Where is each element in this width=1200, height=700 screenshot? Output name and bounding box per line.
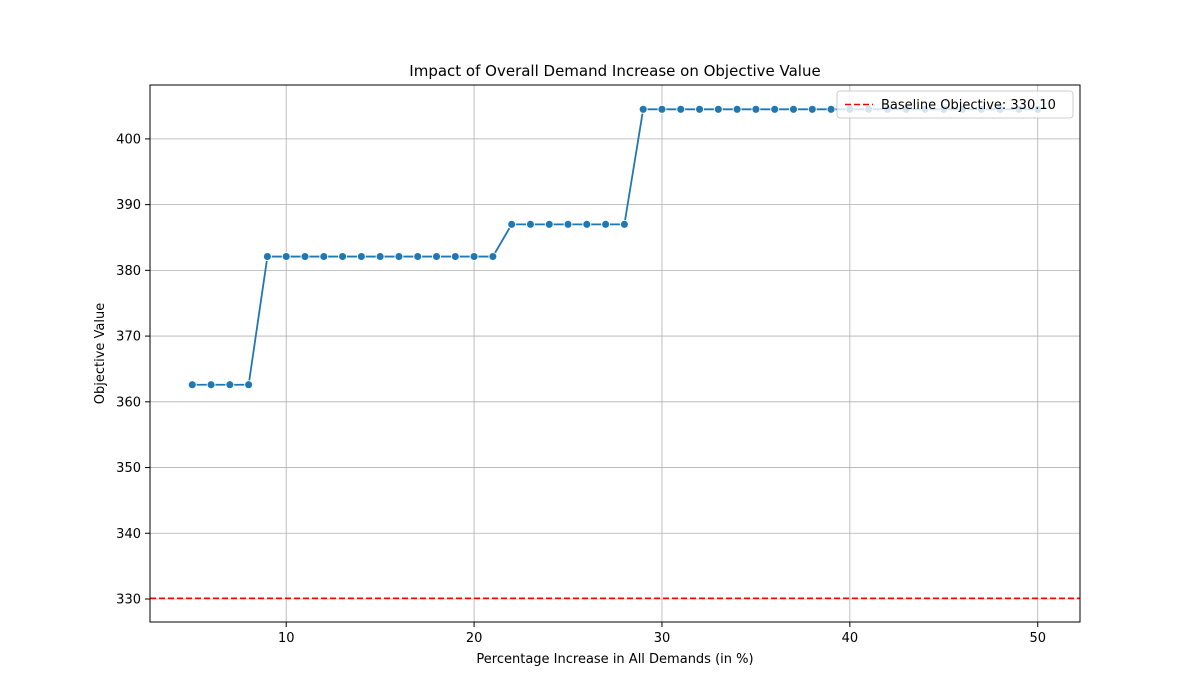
grid-lines: [150, 85, 1080, 622]
data-point: [770, 104, 780, 114]
legend: Baseline Objective: 330.10: [836, 90, 1074, 119]
chart-title: Impact of Overall Demand Increase on Obj…: [409, 62, 820, 80]
data-point: [526, 219, 535, 229]
y-tick-label: 400: [116, 132, 141, 147]
x-tick-label: 10: [278, 631, 295, 646]
data-point: [582, 219, 592, 229]
x-tick-label: 40: [842, 631, 859, 646]
data-point: [563, 219, 573, 229]
y-tick-label: 370: [116, 330, 141, 345]
data-point: [619, 219, 629, 229]
data-point: [394, 252, 404, 262]
data-point: [751, 104, 761, 114]
y-tick-label: 380: [116, 264, 141, 279]
data-point: [319, 252, 329, 262]
data-point: [187, 380, 197, 390]
data-point: [488, 252, 498, 262]
y-tick-label: 340: [116, 527, 141, 542]
data-point: [206, 380, 216, 390]
data-point: [300, 252, 310, 262]
data-point: [657, 104, 667, 114]
data-point: [338, 252, 348, 262]
data-point: [638, 104, 648, 114]
data-point: [807, 104, 817, 114]
y-tick-label: 330: [116, 592, 141, 607]
axis-ticks: 10 20 30 40 50 330 340 350 360 370 380 390 400: [116, 132, 1046, 646]
data-point: [789, 104, 798, 114]
legend-box: [836, 90, 1074, 119]
data-point: [375, 252, 385, 262]
data-point: [826, 104, 836, 114]
x-tick-label: 20: [466, 631, 483, 646]
data-point: [469, 252, 479, 262]
x-tick-label: 50: [1029, 631, 1046, 646]
y-axis-label: Objective Value: [93, 303, 108, 404]
data-point: [450, 252, 460, 262]
data-point: [244, 380, 254, 390]
data-point: [262, 252, 272, 262]
data-point: [713, 104, 723, 114]
data-point: [225, 380, 235, 390]
data-point: [432, 252, 441, 262]
x-axis-label: Percentage Increase in All Demands (in %…: [476, 652, 753, 667]
y-tick-label: 390: [116, 198, 141, 213]
plot-frame: [149, 84, 1081, 623]
data-point: [413, 252, 423, 262]
data-point: [356, 252, 366, 262]
y-tick-label: 360: [116, 395, 141, 410]
legend-label: Baseline Objective: 330.10: [881, 98, 1056, 113]
y-tick-label: 350: [116, 461, 141, 476]
x-tick-label: 30: [654, 631, 671, 646]
data-point: [507, 219, 517, 229]
data-point: [676, 104, 686, 114]
data-point: [281, 252, 291, 262]
data-point: [695, 104, 704, 114]
data-point: [732, 104, 742, 114]
data-point: [601, 219, 611, 229]
data-point: [544, 219, 554, 229]
